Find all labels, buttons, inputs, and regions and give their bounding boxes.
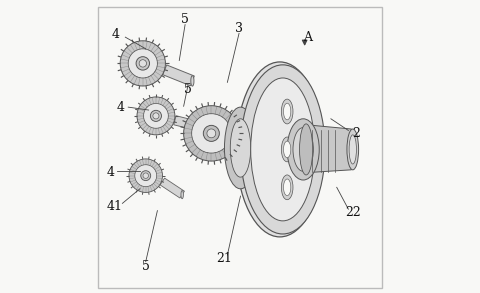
Ellipse shape: [128, 49, 157, 78]
Ellipse shape: [250, 78, 314, 221]
Ellipse shape: [236, 62, 323, 237]
Ellipse shape: [230, 119, 250, 177]
Ellipse shape: [143, 173, 148, 178]
Text: 21: 21: [216, 252, 232, 265]
Ellipse shape: [196, 121, 199, 131]
Ellipse shape: [281, 137, 292, 162]
Text: 4: 4: [117, 100, 125, 114]
Text: 5: 5: [142, 260, 149, 272]
Ellipse shape: [120, 41, 165, 86]
Text: 4: 4: [107, 166, 115, 179]
Text: 22: 22: [344, 206, 360, 219]
Ellipse shape: [134, 165, 156, 187]
Polygon shape: [120, 59, 143, 67]
Ellipse shape: [287, 119, 319, 180]
Ellipse shape: [292, 127, 313, 171]
Ellipse shape: [240, 65, 324, 234]
Polygon shape: [130, 173, 145, 178]
Polygon shape: [190, 126, 308, 149]
Ellipse shape: [137, 97, 175, 135]
Ellipse shape: [180, 190, 183, 199]
Ellipse shape: [155, 113, 156, 119]
Ellipse shape: [305, 135, 309, 149]
Ellipse shape: [153, 113, 159, 119]
Ellipse shape: [281, 99, 292, 124]
Ellipse shape: [246, 76, 313, 222]
Text: 41: 41: [107, 200, 123, 213]
Ellipse shape: [136, 57, 149, 70]
Text: A: A: [302, 31, 312, 44]
Ellipse shape: [144, 173, 146, 178]
Ellipse shape: [143, 103, 168, 128]
Ellipse shape: [191, 76, 193, 86]
Ellipse shape: [283, 179, 290, 196]
Ellipse shape: [348, 135, 356, 164]
Ellipse shape: [283, 103, 290, 120]
Text: 5: 5: [181, 13, 189, 26]
Ellipse shape: [191, 114, 230, 153]
Text: 3: 3: [235, 22, 242, 35]
Ellipse shape: [206, 129, 216, 138]
Ellipse shape: [183, 106, 239, 161]
Ellipse shape: [141, 171, 150, 180]
Ellipse shape: [139, 60, 146, 67]
Ellipse shape: [150, 110, 161, 121]
Polygon shape: [160, 178, 184, 198]
Polygon shape: [137, 113, 156, 119]
Polygon shape: [173, 116, 199, 131]
Ellipse shape: [203, 125, 219, 142]
Ellipse shape: [283, 141, 290, 158]
Text: 5: 5: [184, 83, 192, 96]
Text: 4: 4: [111, 28, 120, 41]
Ellipse shape: [129, 159, 162, 193]
Ellipse shape: [224, 107, 256, 189]
Ellipse shape: [299, 124, 312, 175]
Text: 2: 2: [351, 127, 359, 140]
Polygon shape: [162, 65, 194, 86]
Ellipse shape: [346, 129, 358, 170]
Ellipse shape: [142, 59, 144, 67]
Polygon shape: [304, 125, 350, 173]
Ellipse shape: [281, 175, 292, 200]
